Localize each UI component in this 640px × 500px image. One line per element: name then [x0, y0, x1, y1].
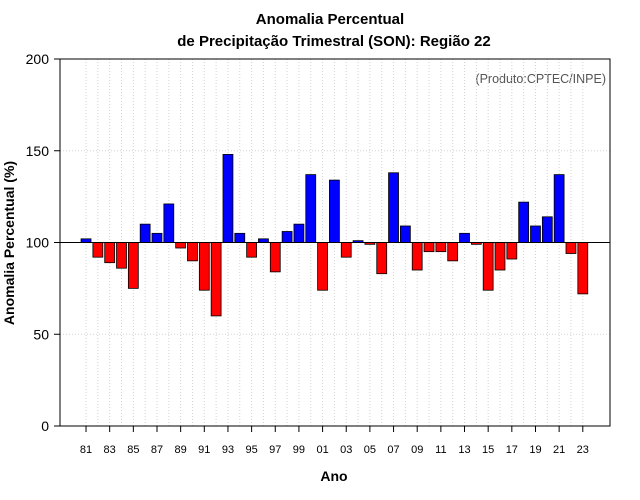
- bar-18: [518, 201, 530, 243]
- x-tick-label: 97: [269, 444, 281, 456]
- bar-86: [139, 223, 151, 243]
- y-tick-label: 200: [26, 51, 50, 67]
- bar-19: [530, 225, 541, 243]
- bar-07: [388, 172, 399, 243]
- x-tick-label: 11: [435, 444, 446, 456]
- x-tick-label: 17: [506, 444, 518, 456]
- x-tick-label: 19: [529, 444, 541, 456]
- x-tick-label: 89: [175, 444, 187, 456]
- bar-23: [577, 242, 589, 295]
- x-axis: 81 83 85 87 89 91 93 95 97 99 01 03 05 07 09 11 13 15 17 19…: [80, 426, 589, 456]
- bar-96: [258, 238, 269, 243]
- bar-11: [435, 242, 447, 253]
- bar-81: [80, 238, 92, 243]
- chart-title-line2: de Precipitação Trimestral (SON): Região…: [177, 33, 490, 50]
- x-tick-label: 01: [316, 444, 328, 456]
- bar-00: [305, 174, 317, 243]
- x-tick-label: 91: [198, 444, 210, 456]
- bars: [80, 154, 589, 317]
- bar-02: [329, 179, 340, 243]
- bar-21: [553, 174, 565, 243]
- y-axis-label: Anomalia Percentual (%): [1, 161, 17, 325]
- y-tick-label: 50: [33, 326, 49, 342]
- bar-20: [541, 216, 553, 243]
- bar-88: [163, 203, 175, 243]
- bar-83: [104, 242, 116, 264]
- bar-93: [222, 154, 234, 243]
- bar-16: [494, 242, 506, 271]
- x-tick-label: 95: [245, 444, 257, 456]
- x-tick-label: 93: [222, 444, 234, 456]
- bar-89: [175, 242, 187, 249]
- x-tick-label: 23: [577, 444, 589, 456]
- x-tick-label: 81: [80, 444, 92, 456]
- bar-08: [400, 225, 411, 243]
- bar-90: [187, 242, 198, 262]
- bar-06: [376, 242, 388, 275]
- bar-03: [340, 242, 352, 258]
- y-tick-label: 0: [41, 418, 49, 434]
- bar-94: [234, 232, 246, 243]
- x-tick-label: 13: [458, 444, 470, 456]
- bar-82: [92, 242, 104, 258]
- bar-15: [482, 242, 494, 291]
- x-tick-label: 09: [411, 444, 423, 456]
- x-tick-label: 03: [340, 444, 352, 456]
- x-tick-label: 85: [127, 444, 139, 456]
- bar-95: [246, 242, 257, 258]
- bar-87: [151, 232, 163, 243]
- bar-85: [127, 242, 139, 289]
- x-tick-label: 21: [553, 444, 565, 456]
- x-axis-label: Ano: [320, 468, 347, 484]
- x-tick-label: 87: [151, 444, 163, 456]
- bar-01: [317, 242, 328, 291]
- bar-84: [116, 242, 127, 269]
- credit-text: (Produto:CPTEC/INPE): [475, 72, 606, 86]
- bar-91: [198, 242, 210, 291]
- y-tick-label: 150: [26, 143, 50, 159]
- chart-title-line1: Anomalia Percentual: [256, 11, 404, 28]
- x-tick-label: 15: [482, 444, 494, 456]
- y-tick-label: 100: [26, 235, 50, 251]
- bar-92: [210, 242, 222, 317]
- bar-09: [411, 242, 423, 271]
- bar-97: [269, 242, 281, 273]
- y-axis: 0 50 100 150 200: [26, 51, 60, 434]
- x-tick-label: 05: [364, 444, 376, 456]
- bar-98: [281, 231, 293, 243]
- bar-10: [423, 242, 435, 253]
- bar-22: [565, 242, 577, 254]
- x-tick-label: 07: [387, 444, 399, 456]
- x-tick-label: 83: [104, 444, 116, 456]
- bar-17: [506, 242, 518, 260]
- bar-12: [447, 242, 459, 262]
- x-tick-label: 99: [293, 444, 305, 456]
- bar-99: [293, 223, 305, 243]
- bar-13: [459, 232, 470, 243]
